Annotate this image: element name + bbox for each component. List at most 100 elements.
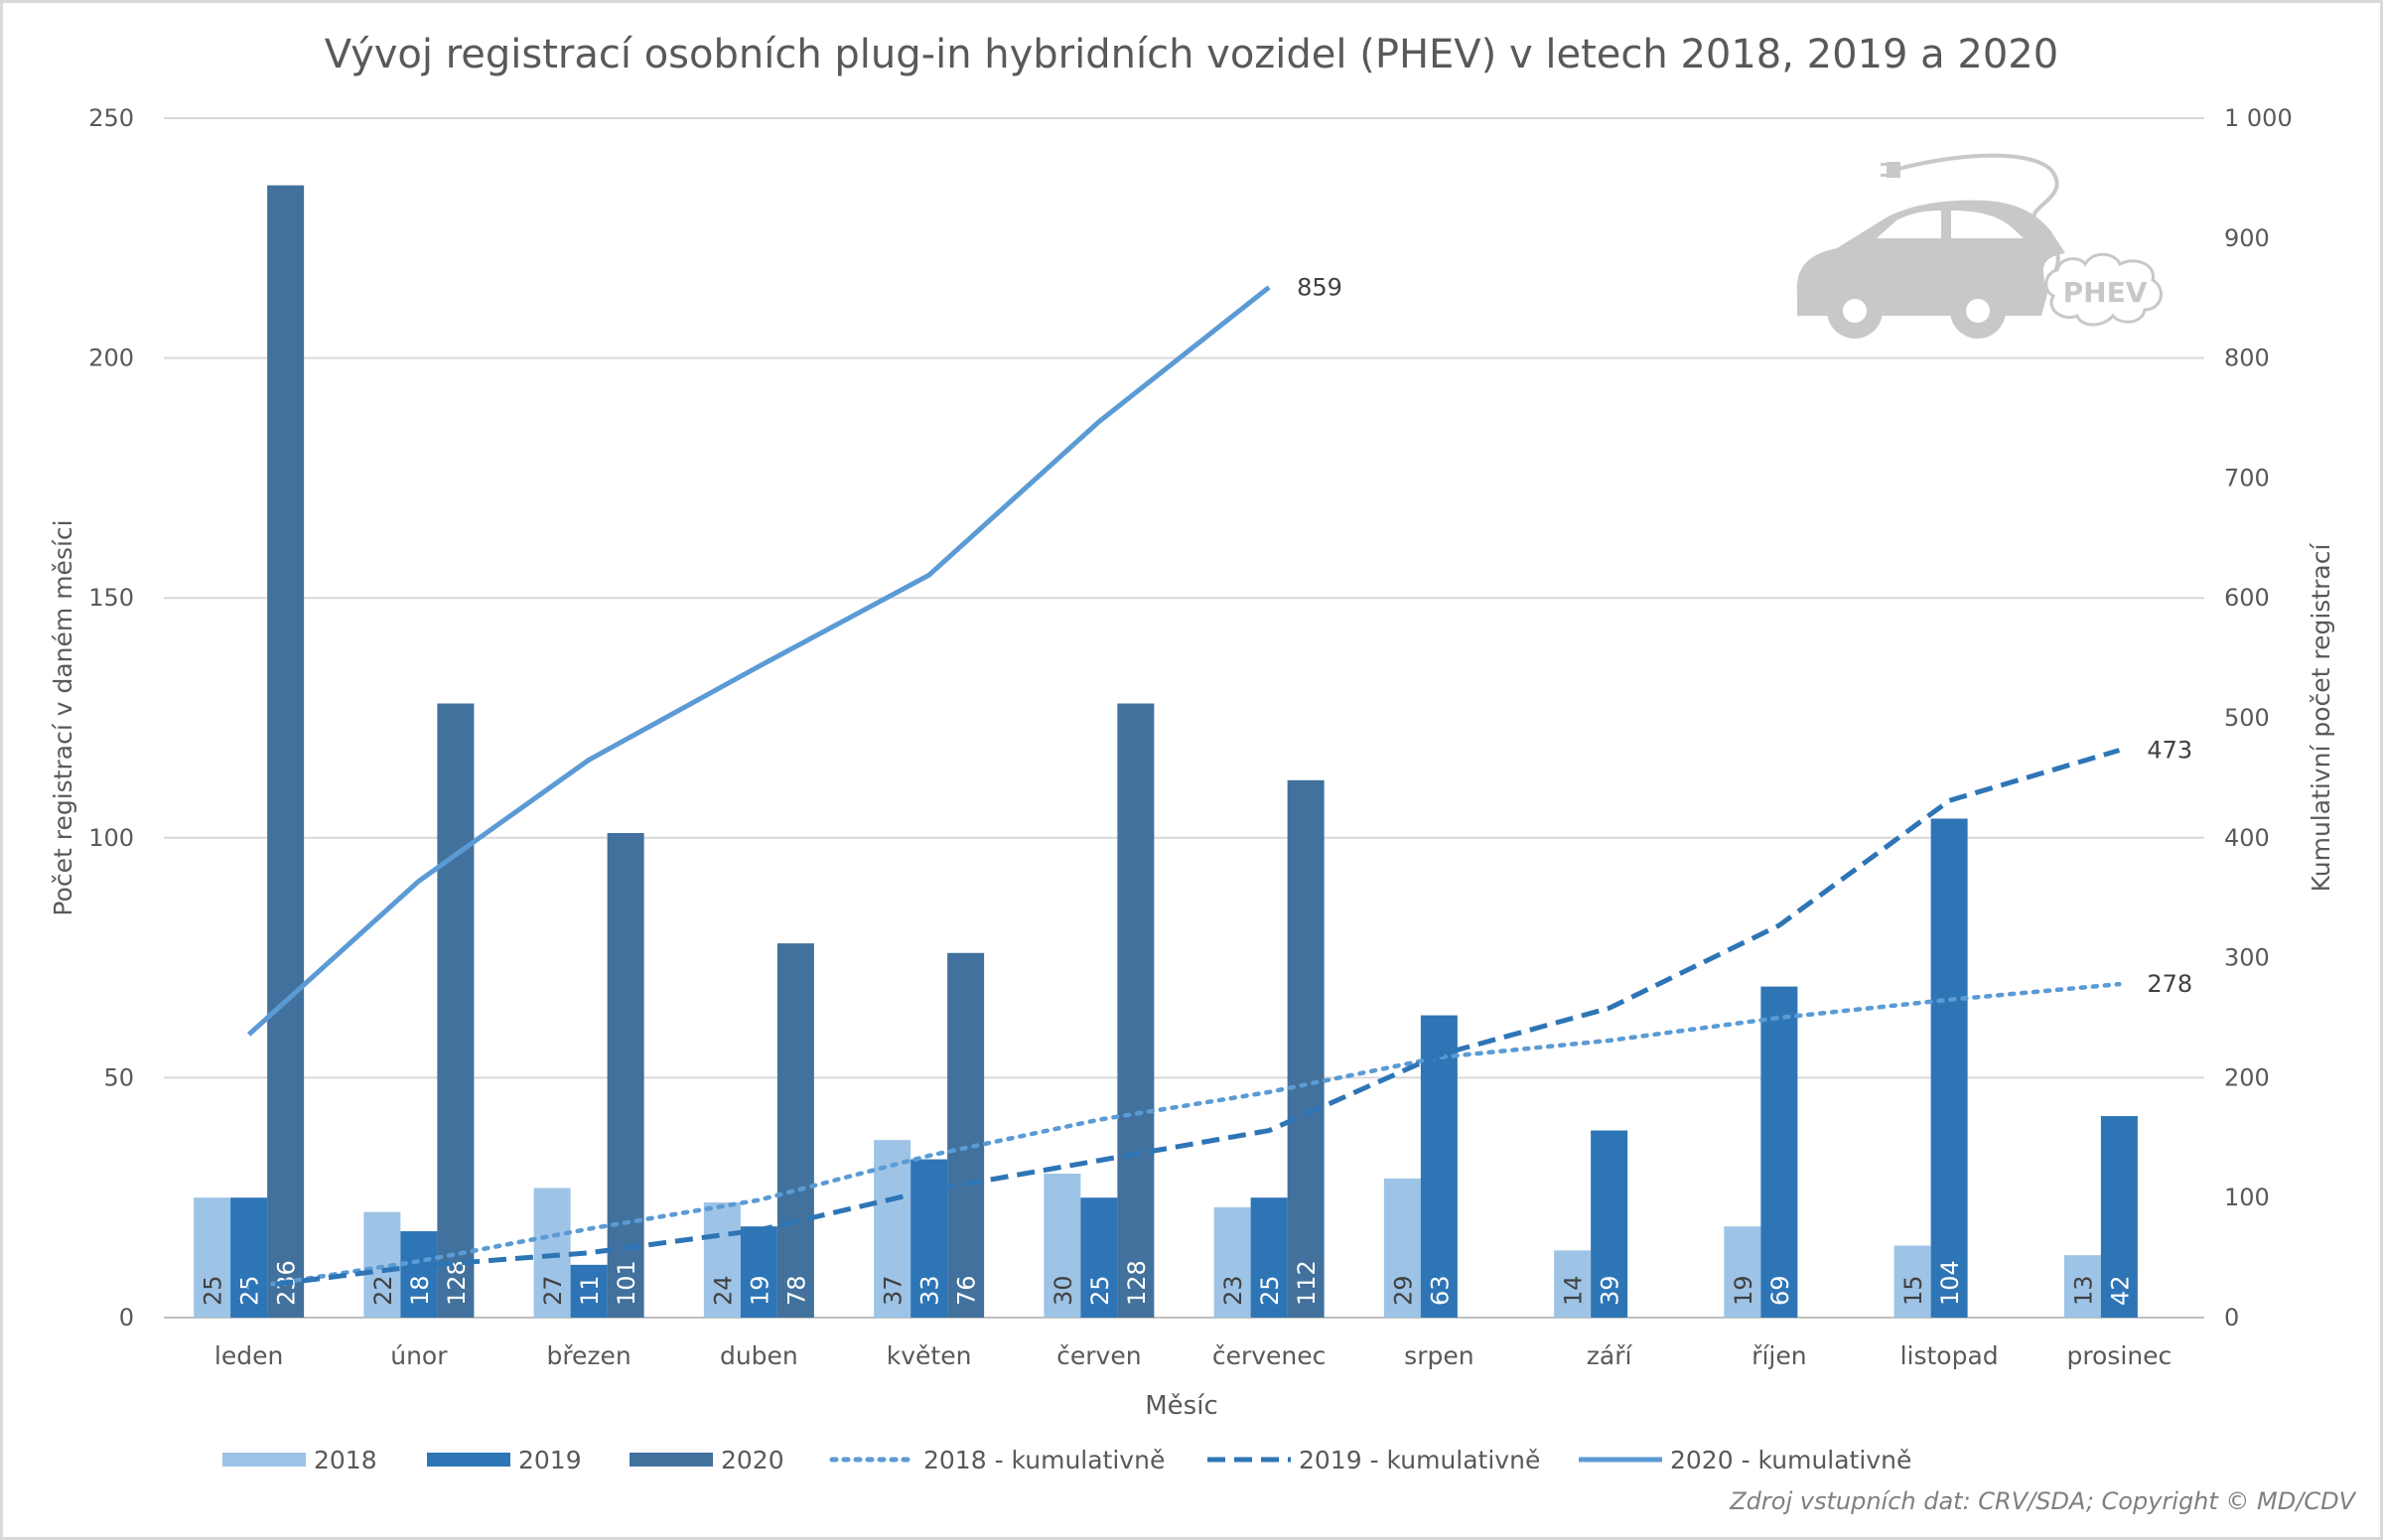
x-tick-label: listopad <box>1900 1341 1999 1370</box>
bar-2020-květen <box>947 952 985 1318</box>
legend-label: 2018 - kumulativně <box>923 1446 1165 1474</box>
legend-label: 2020 <box>721 1446 784 1474</box>
bar-data-label: 15 <box>1899 1275 1927 1306</box>
gridlines <box>164 117 2204 1319</box>
logo-text: PHEV <box>2063 276 2148 309</box>
bar-data-label: 25 <box>200 1275 227 1306</box>
line-2020 - kumulativně <box>246 285 1271 1037</box>
bar-2019-únor <box>400 1231 438 1318</box>
bar-2018-červen <box>1044 1174 1081 1318</box>
bar-data-label: 29 <box>1389 1275 1417 1306</box>
x-tick-label: únor <box>390 1341 448 1370</box>
chart-title: Vývoj registrací osobních plug-in hybrid… <box>325 32 2058 77</box>
bar-2018-leden <box>194 1197 231 1318</box>
line-end-label: 473 <box>2147 737 2192 765</box>
bar-2019-březen <box>570 1264 608 1318</box>
bar-data-label: 19 <box>746 1275 773 1306</box>
y-tick-label: 150 <box>88 584 134 612</box>
bar-2019-srpen <box>1420 1015 1458 1318</box>
y2-tick-label: 1 000 <box>2224 104 2293 132</box>
bar-data-label: 37 <box>880 1275 908 1306</box>
y-tick-label: 250 <box>88 104 134 132</box>
bar-data-label: 24 <box>709 1275 737 1306</box>
bar-2019-červenec <box>1250 1197 1288 1318</box>
bar-2018-říjen <box>1724 1226 1761 1318</box>
bar-data-label: 25 <box>1256 1275 1284 1306</box>
bar-2019-duben <box>740 1226 777 1318</box>
bar-2018-listopad <box>1893 1245 1931 1318</box>
bar-data-label: 104 <box>1936 1260 1964 1306</box>
y2-tick-label: 900 <box>2224 224 2270 252</box>
legend-label: 2019 <box>518 1446 582 1474</box>
line-2018 - kumulativně <box>246 981 2122 1291</box>
source-note: Zdroj vstupních dat: CRV/SDA; Copyright … <box>1729 1487 2356 1515</box>
bar-data-label: 128 <box>1123 1260 1151 1306</box>
bar-data-label: 11 <box>576 1275 604 1306</box>
x-tick-label: duben <box>720 1341 798 1370</box>
bar-2018-září <box>1554 1250 1592 1318</box>
line-end-label: 859 <box>1297 273 1342 301</box>
y-tick-label: 100 <box>88 824 134 852</box>
legend-swatch <box>427 1453 510 1467</box>
x-tick-label: leden <box>214 1341 283 1370</box>
bar-2019-září <box>1591 1130 1628 1318</box>
y-axis-title: Počet registrací v daném měsíci <box>49 519 77 915</box>
bar-2019-červen <box>1080 1197 1118 1318</box>
y2-tick-label: 600 <box>2224 584 2270 612</box>
bar-2019-říjen <box>1760 986 1798 1318</box>
bar-data-label: 69 <box>1766 1275 1794 1306</box>
legend-label: 2018 <box>314 1446 377 1474</box>
plug-in-car-icon: PHEV <box>1796 153 2163 339</box>
legend-swatch <box>222 1453 306 1467</box>
x-tick-label: srpen <box>1404 1341 1473 1370</box>
bar-2020-červenec <box>1287 779 1325 1318</box>
bar-2019-listopad <box>1930 818 1968 1318</box>
bar-data-label: 18 <box>406 1275 434 1306</box>
y-tick-label: 200 <box>88 345 134 372</box>
axis-ticks: 0 50 100 150 200 250 0 100 200 300 400 500 600 700 800… <box>88 104 2293 1370</box>
bar-data-label: 14 <box>1560 1275 1588 1306</box>
x-tick-label: červen <box>1056 1341 1141 1370</box>
line-end-label: 278 <box>2147 970 2192 998</box>
x-tick-label: prosinec <box>2066 1341 2172 1370</box>
bar-2018-červenec <box>1213 1206 1251 1318</box>
bar-data-label: 19 <box>1730 1275 1757 1306</box>
bar-data-label: 39 <box>1597 1275 1624 1306</box>
line-2019 - kumulativně <box>248 748 2121 1291</box>
y2-tick-label: 300 <box>2224 944 2270 972</box>
legend-label: 2019 - kumulativně <box>1299 1446 1540 1474</box>
y2-tick-label: 200 <box>2224 1063 2270 1091</box>
y2-tick-label: 100 <box>2224 1184 2270 1211</box>
y2-tick-label: 800 <box>2224 345 2270 372</box>
bar-2018-prosinec <box>2063 1255 2101 1318</box>
bar-data-label: 128 <box>443 1260 471 1306</box>
x-axis-title: Měsíc <box>1145 1391 1218 1421</box>
y2-tick-label: 500 <box>2224 704 2270 732</box>
bar-2020-červen <box>1117 703 1155 1318</box>
bar-data-label: 25 <box>236 1275 264 1306</box>
bar-data-label: 25 <box>1086 1275 1114 1306</box>
bar-data-label: 22 <box>369 1275 397 1306</box>
bar-data-label: 23 <box>1219 1275 1247 1306</box>
bar-data-label: 30 <box>1050 1275 1077 1306</box>
bar-2019-leden <box>230 1197 268 1318</box>
bar-2020-leden <box>267 185 305 1319</box>
bar-2018-duben <box>703 1202 741 1318</box>
bar-2019-prosinec <box>2100 1116 2138 1318</box>
legend: 2018 2019 2020 2018 - kumulativně 2019 - kum… <box>222 1446 1911 1474</box>
x-tick-label: září <box>1587 1341 1633 1370</box>
bar-data-label: 112 <box>1293 1260 1321 1306</box>
bar-data-label: 76 <box>953 1275 981 1306</box>
y2-tick-label: 0 <box>2224 1304 2239 1331</box>
bars: 25 22 27 24 37 30 23 29 14 19 15 13 25 18 11 19 33 25 25 63… <box>194 185 2138 1319</box>
y-tick-label: 50 <box>103 1063 134 1091</box>
y2-tick-label: 400 <box>2224 824 2270 852</box>
bar-data-label: 42 <box>2106 1275 2134 1306</box>
bar-2020-únor <box>437 703 475 1318</box>
bar-data-label: 101 <box>613 1260 640 1306</box>
bar-2018-srpen <box>1383 1178 1421 1318</box>
x-tick-label: červenec <box>1212 1341 1327 1370</box>
bar-data-label: 13 <box>2069 1275 2097 1306</box>
y-tick-label: 0 <box>119 1304 134 1331</box>
